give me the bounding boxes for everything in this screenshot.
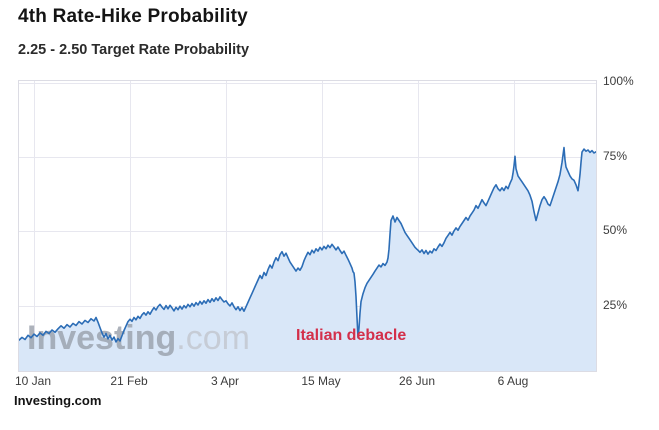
horizontal-gridline [19, 82, 596, 84]
investing-watermark: Investing.com [27, 321, 250, 355]
plot-area: Investing.com Italian debacle [18, 80, 597, 372]
x-axis-label: 26 Jun [398, 374, 436, 388]
y-axis-label: 100% [603, 74, 634, 89]
x-axis-label: 10 Jan [14, 374, 52, 388]
vertical-gridline [130, 81, 131, 371]
y-axis-label: 50% [603, 223, 628, 238]
x-axis-label: 6 Aug [497, 374, 529, 388]
x-axis-label: 15 May [301, 374, 341, 388]
horizontal-gridline [19, 156, 596, 158]
chart-subtitle: 2.25 - 2.50 Target Rate Probability [18, 42, 250, 58]
watermark-light-text: .com [176, 319, 250, 357]
source-label: Investing.com [14, 393, 102, 408]
y-axis-label: 25% [603, 297, 628, 312]
probability-area-series [19, 147, 596, 371]
vertical-gridline [418, 81, 419, 371]
horizontal-gridline [19, 231, 596, 233]
page-title: 4th Rate-Hike Probability [18, 6, 248, 27]
x-axis-label: 21 Feb [110, 374, 148, 388]
probability-line-series [19, 146, 596, 343]
vertical-gridline [226, 81, 227, 371]
annotation-italian-debacle: Italian debacle [296, 327, 407, 344]
vertical-gridline [34, 81, 35, 371]
x-axis-label: 3 Apr [210, 374, 240, 388]
watermark-bold-text: Investing [27, 319, 177, 357]
y-axis-label: 75% [603, 148, 628, 163]
vertical-gridline [322, 81, 323, 371]
